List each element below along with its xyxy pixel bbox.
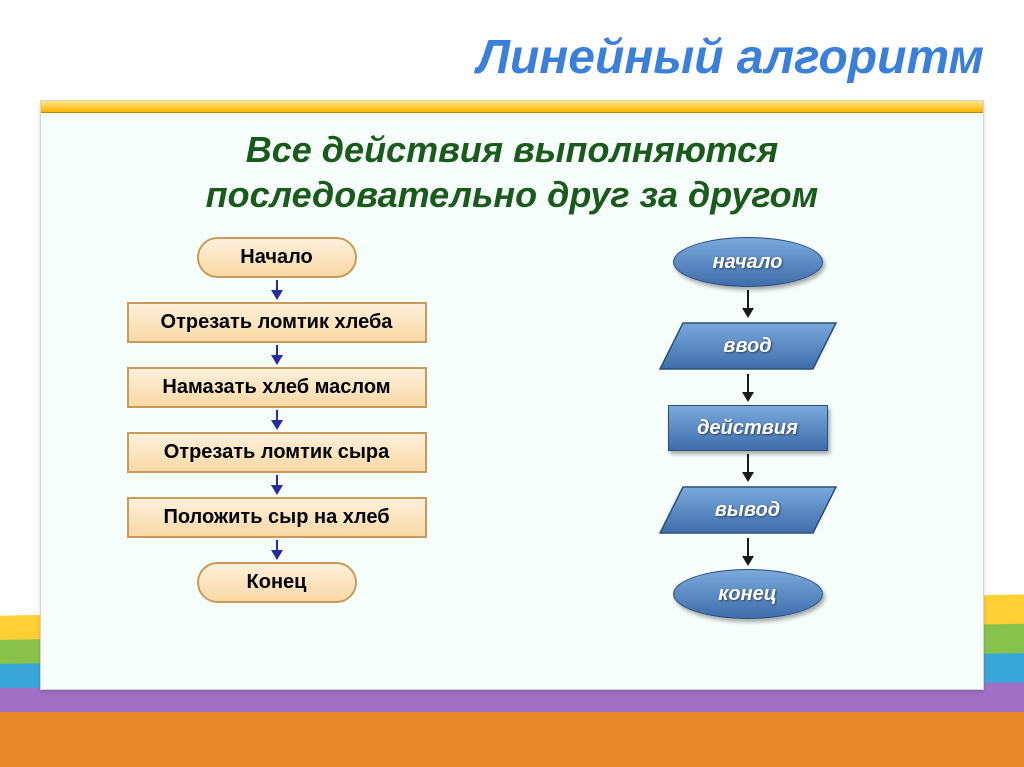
arrow-down-icon: [271, 280, 283, 300]
flow-node-step1: Отрезать ломтик хлеба: [127, 302, 427, 343]
flow-node-end: Конец: [197, 562, 357, 603]
arrow-down-icon: [271, 345, 283, 365]
left-flowchart: Начало Отрезать ломтик хлеба Намазать хл…: [41, 227, 512, 619]
subtitle-line-1: Все действия выполняются: [246, 129, 779, 170]
arrow-down-icon: [271, 410, 283, 430]
subtitle-line-2: последовательно друг за другом: [206, 174, 819, 215]
arrow-down-icon: [742, 290, 754, 318]
arrow-down-icon: [742, 454, 754, 482]
flow-node-input: ввод: [658, 321, 838, 371]
flow-node-finish: конец: [673, 569, 823, 619]
arrow-down-icon: [271, 475, 283, 495]
flow-node-output: вывод: [658, 485, 838, 535]
flow-node-input-label: ввод: [658, 321, 838, 371]
page-title: Линейный алгоритм: [477, 30, 984, 85]
flow-node-start: Начало: [197, 237, 357, 278]
flow-node-step2: Намазать хлеб маслом: [127, 367, 427, 408]
flow-node-step4: Положить сыр на хлеб: [127, 497, 427, 538]
flow-node-begin: начало: [673, 237, 823, 287]
arrow-down-icon: [271, 540, 283, 560]
arrow-down-icon: [742, 538, 754, 566]
panel-subtitle: Все действия выполняются последовательно…: [41, 113, 983, 227]
flow-node-step3: Отрезать ломтик сыра: [127, 432, 427, 473]
flow-node-output-label: вывод: [658, 485, 838, 535]
right-flowchart: начало ввод действия вывод конец: [512, 227, 983, 619]
content-panel: Все действия выполняются последовательно…: [40, 100, 984, 690]
flow-node-actions: действия: [668, 405, 828, 451]
panel-header-bar: [41, 101, 983, 113]
arrow-down-icon: [742, 374, 754, 402]
